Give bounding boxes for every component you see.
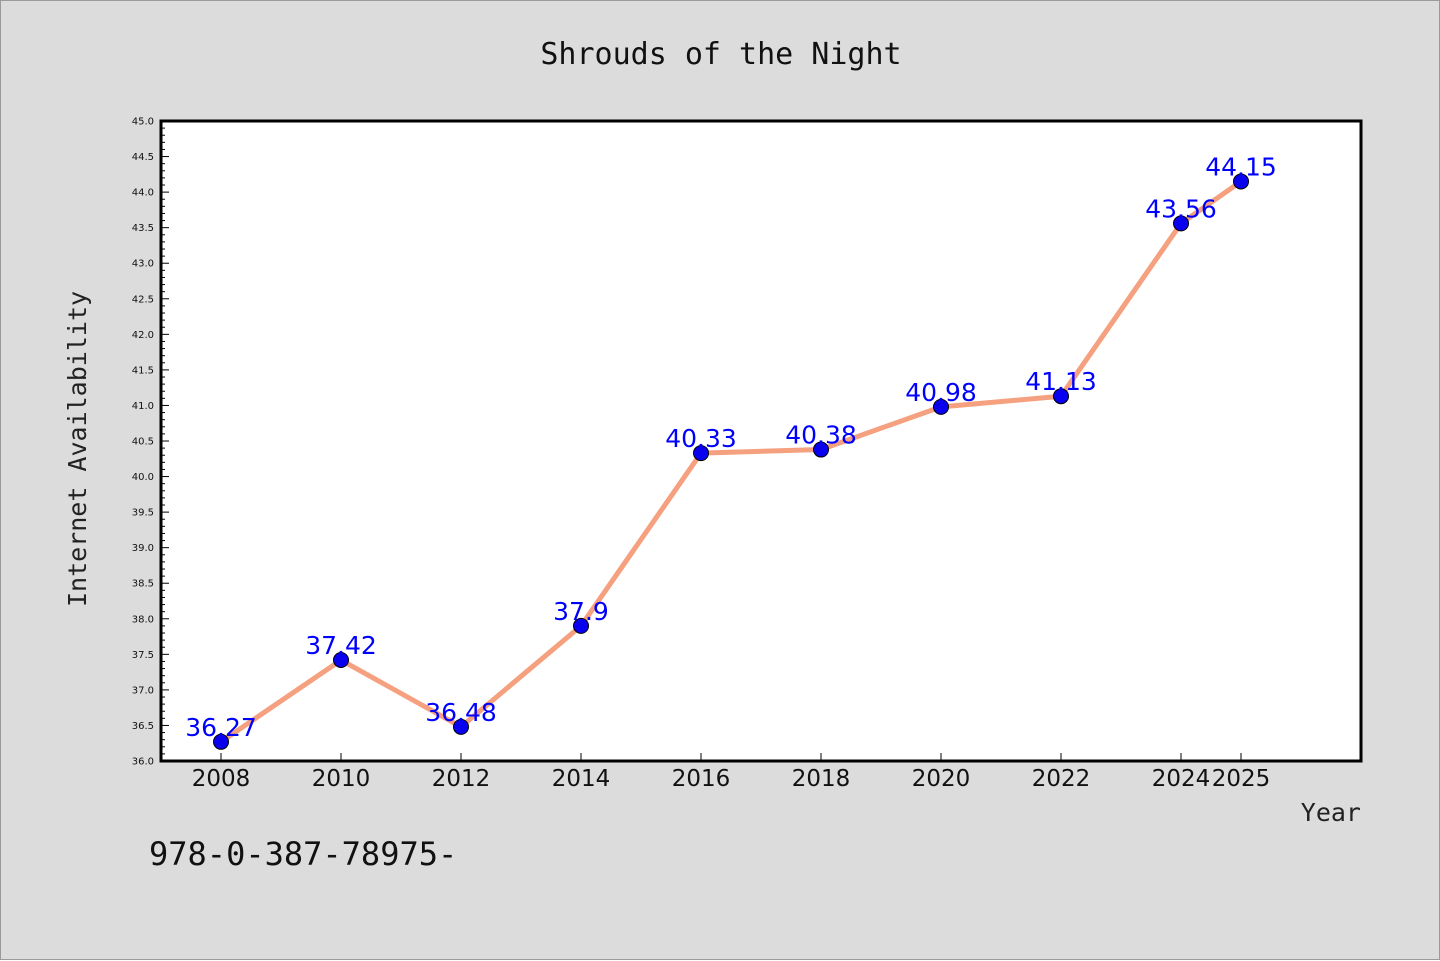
y-tick-label: 41.0 bbox=[132, 401, 154, 412]
y-tick-label: 38.5 bbox=[132, 579, 154, 590]
data-label: 36.27 bbox=[185, 713, 257, 742]
data-label: 40.33 bbox=[665, 424, 737, 453]
y-axis-title: Internet Availability bbox=[63, 291, 92, 607]
y-tick-label: 40.5 bbox=[132, 437, 154, 448]
x-axis: 2008 2010 2012 2014 2016 2018 2020 2022 2024 2025 bbox=[192, 753, 1271, 792]
data-point bbox=[1233, 173, 1249, 190]
series-line bbox=[218, 178, 1244, 745]
y-tick-label: 43.5 bbox=[132, 223, 154, 234]
x-tick-label: 2025 bbox=[1212, 766, 1271, 792]
data-point bbox=[333, 652, 349, 669]
chart-title: Shrouds of the Night bbox=[540, 37, 901, 72]
data-label: 40.38 bbox=[785, 421, 857, 450]
x-axis-title: Year bbox=[1301, 798, 1361, 827]
data-label: 43.56 bbox=[1145, 194, 1217, 223]
x-tick-label: 2010 bbox=[312, 766, 371, 792]
data-point bbox=[453, 718, 469, 735]
y-tick-label: 41.5 bbox=[132, 365, 154, 376]
y-tick-label: 39.5 bbox=[132, 508, 154, 519]
data-point bbox=[693, 445, 709, 462]
y-axis: 36.0 36.5 37.0 37.5 38.0 38.5 39.0 39.5 40.0 40.5… bbox=[132, 117, 169, 768]
y-tick-label: 37.5 bbox=[132, 650, 154, 661]
y-tick-label: 42.5 bbox=[132, 294, 154, 305]
y-tick-label: 36.0 bbox=[132, 757, 154, 768]
data-label: 44.15 bbox=[1205, 152, 1277, 181]
data-point bbox=[813, 441, 829, 458]
x-tick-label: 2022 bbox=[1032, 766, 1091, 792]
x-tick-label: 2016 bbox=[672, 766, 731, 792]
data-label: 40.98 bbox=[905, 378, 977, 407]
y-tick-label: 37.0 bbox=[132, 685, 154, 696]
x-tick-label: 2012 bbox=[432, 766, 491, 792]
x-tick-label: 2024 bbox=[1152, 766, 1211, 792]
x-tick-label: 2020 bbox=[912, 766, 971, 792]
y-tick-label: 43.0 bbox=[132, 259, 154, 270]
y-tick-label: 42.0 bbox=[132, 330, 154, 341]
data-point bbox=[213, 733, 229, 750]
series-layer: 36.27 37.42 36.48 37.9 40.33 40.38 40.98 41.13 4… bbox=[185, 152, 1277, 750]
y-tick-label: 45.0 bbox=[132, 117, 154, 128]
y-tick-label: 44.5 bbox=[132, 152, 154, 163]
data-point bbox=[1173, 215, 1189, 232]
y-tick-label: 36.5 bbox=[132, 721, 154, 732]
footer-code: 978-0-387-78975- bbox=[149, 835, 457, 873]
y-tick-label: 44.0 bbox=[132, 188, 154, 199]
x-tick-label: 2008 bbox=[192, 766, 251, 792]
data-point bbox=[933, 398, 949, 415]
data-label: 37.9 bbox=[553, 597, 609, 626]
plot-area bbox=[161, 121, 1361, 761]
y-tick-label: 40.0 bbox=[132, 472, 154, 483]
x-tick-label: 2018 bbox=[792, 766, 851, 792]
y-tick-label: 38.0 bbox=[132, 614, 154, 625]
data-label: 37.42 bbox=[305, 631, 377, 660]
data-point bbox=[1053, 388, 1069, 405]
data-label: 41.13 bbox=[1025, 367, 1097, 396]
plot-border bbox=[159, 119, 1363, 763]
x-tick-label: 2014 bbox=[552, 766, 611, 792]
y-tick-label: 39.0 bbox=[132, 543, 154, 554]
data-label: 36.48 bbox=[425, 698, 497, 727]
data-point bbox=[573, 617, 589, 634]
